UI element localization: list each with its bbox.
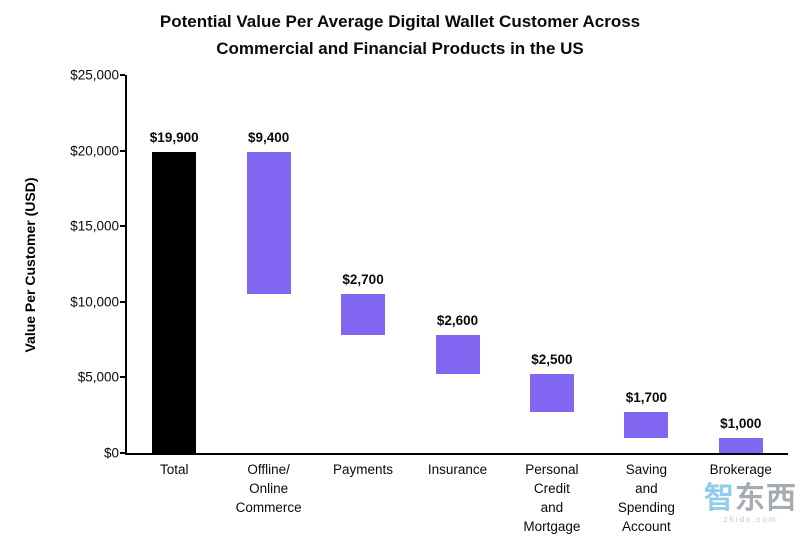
x-category-label-saving-and-spending-account: Saving and Spending Account	[617, 462, 675, 534]
bar-value-label-total: $19,900	[149, 130, 199, 146]
bar-saving-and-spending-account	[624, 412, 669, 438]
watermark-logo-text: 智东西	[704, 482, 797, 515]
y-tick-mark	[120, 74, 125, 76]
x-category-label-personal-credit-and-mortgage: Personal Credit and Mortgage	[523, 462, 581, 534]
x-category-label-payments: Payments	[333, 462, 394, 477]
y-tick-mark	[120, 149, 125, 152]
y-tick-label: $10,000	[70, 294, 119, 310]
y-tick-label: $15,000	[70, 218, 119, 234]
bar-insurance	[435, 335, 480, 375]
chart-title-line2: Commercial and Financial Products in the…	[216, 39, 584, 58]
x-axis-labels: Total Offline/ Online Commerce Payments Ins…	[127, 460, 790, 546]
chart-title-line1: Potential Value Per Average Digital Wall…	[159, 12, 641, 31]
y-axis-labels: $0 $5,000 $10,000 $15,000 $20,000 $25,000	[0, 68, 119, 461]
y-tick-label: $0	[103, 445, 119, 461]
y-tick-label: $5,000	[77, 369, 119, 385]
plot-area: $19,900 $9,400 $2,700 $2,600 $2,500 $1,700 $1,…	[120, 74, 788, 455]
x-category-label-total: Total	[159, 462, 189, 477]
x-category-label-brokerage: Brokerage	[709, 462, 772, 477]
y-tick-mark	[120, 376, 125, 379]
bar-value-label-personal-credit-and-mortgage: $2,500	[531, 352, 573, 368]
bar-value-label-insurance: $2,600	[436, 313, 479, 329]
x-category-label-insurance: Insurance	[427, 462, 488, 477]
bar-personal-credit-and-mortgage	[529, 374, 574, 413]
bar-offline-online-commerce	[246, 152, 291, 295]
bar-value-label-saving-and-spending-account: $1,700	[625, 390, 667, 406]
y-tick-mark	[120, 452, 125, 454]
bar-value-label-payments: $2,700	[342, 272, 384, 288]
chart-title: Potential Value Per Average Digital Wall…	[0, 8, 800, 62]
bar-brokerage	[718, 437, 763, 453]
watermark: 智东西 zhidx.com	[704, 484, 797, 524]
y-tick-mark	[120, 300, 125, 303]
x-category-label-offline-online-commerce: Offline/ Online Commerce	[235, 462, 302, 515]
bar-value-label-brokerage: $1,000	[720, 415, 762, 431]
bar-payments	[341, 294, 386, 336]
bar-value-label-offline-online-commerce: $9,400	[247, 130, 290, 146]
watermark-subtext: zhidx.com	[723, 515, 778, 524]
y-tick-label: $25,000	[70, 67, 119, 83]
y-tick-label: $20,000	[70, 143, 119, 159]
y-tick-mark	[120, 225, 125, 228]
bar-total	[152, 152, 197, 453]
